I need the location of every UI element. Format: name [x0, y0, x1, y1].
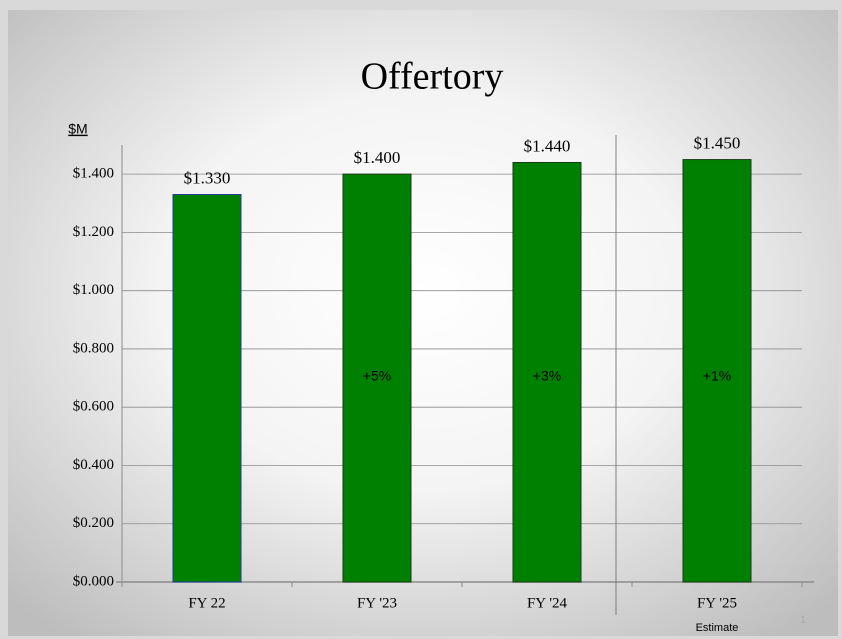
- bar: [172, 194, 242, 583]
- y-tick-label: $0.600: [73, 399, 114, 415]
- value-label: $1.440: [524, 136, 571, 155]
- value-label: $1.400: [354, 148, 401, 167]
- y-tick-label: $1.200: [73, 224, 114, 240]
- y-tick-label: $0.200: [73, 515, 114, 531]
- bar: [682, 159, 752, 583]
- x-tick-label: FY '23: [357, 595, 397, 611]
- y-tick-label: $0.400: [73, 457, 114, 473]
- x-tick-label: FY '25: [697, 595, 737, 611]
- y-tick-label: $1.400: [73, 166, 114, 182]
- value-label: $1.450: [694, 133, 741, 152]
- x-tick-label: FY 22: [188, 595, 225, 611]
- growth-label: +3%: [533, 368, 561, 384]
- y-tick-label: $0.000: [73, 573, 114, 589]
- chart-title: Offertory: [361, 56, 504, 98]
- y-tick-label: $1.000: [73, 282, 114, 298]
- value-label: $1.330: [184, 168, 231, 187]
- category-note: Estimate: [696, 622, 739, 634]
- x-tick-label: FY '24: [527, 595, 568, 611]
- growth-label: +1%: [703, 368, 731, 384]
- y-axis-label: $M: [68, 121, 87, 137]
- bar: [342, 173, 412, 583]
- growth-label: +5%: [363, 368, 391, 384]
- y-tick-label: $0.800: [73, 340, 114, 356]
- page-number: 1: [800, 614, 806, 626]
- bar: [512, 161, 582, 583]
